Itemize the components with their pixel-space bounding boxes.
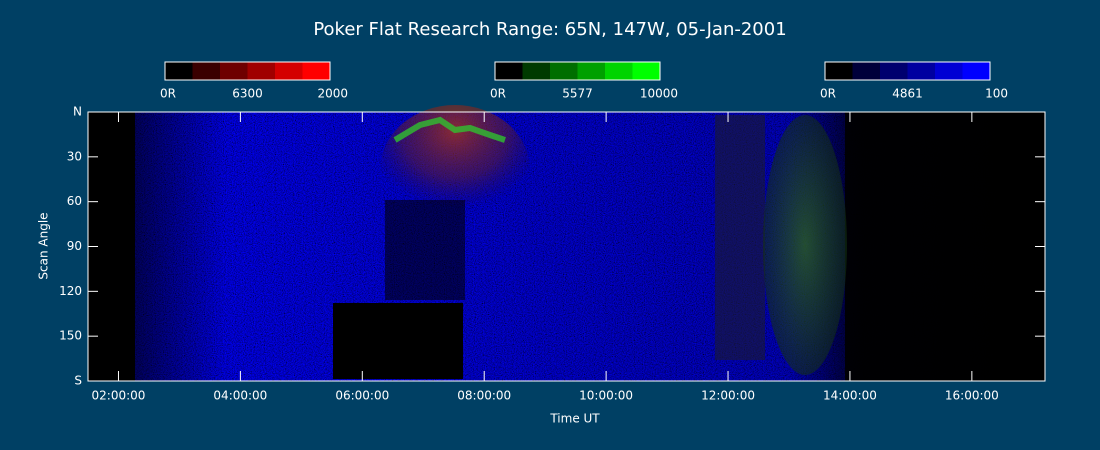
- colorbar-frame: [824, 61, 991, 81]
- colorbar-segment: [275, 62, 303, 80]
- colorbar-segment: [550, 62, 578, 80]
- colorbar-segment: [577, 62, 605, 80]
- colorbar-frame: [494, 61, 661, 81]
- y-tick-label: 150: [59, 329, 82, 343]
- colorbar-segment: [852, 62, 880, 80]
- y-axis-label: Scan Angle: [37, 212, 51, 279]
- y-tick-label: 120: [59, 284, 82, 298]
- y-tick-label: 90: [67, 239, 82, 253]
- x-tick-label: 12:00:00: [701, 389, 755, 403]
- x-tick-label: 16:00:00: [945, 389, 999, 403]
- colorbar-min-label: 0R: [160, 87, 176, 101]
- colorbar-line-label: 5577: [562, 87, 593, 101]
- colorbar-segment: [632, 62, 660, 80]
- x-axis-label: Time UT: [549, 412, 600, 426]
- colorbar-segment: [522, 62, 550, 80]
- x-tick-label: 04:00:00: [213, 389, 267, 403]
- colorbar-max-label: 10000: [640, 87, 678, 101]
- y-tick-label: 60: [67, 194, 82, 208]
- chart-title: Poker Flat Research Range: 65N, 147W, 05…: [313, 19, 786, 40]
- keogram-image: [88, 105, 1045, 381]
- colorbar-max-label: 2000: [317, 87, 348, 101]
- colorbar-segment: [192, 62, 220, 80]
- colorbar-line-label: 4861: [892, 87, 923, 101]
- colorbar-max-label: 100: [985, 87, 1008, 101]
- colorbar-min-label: 0R: [820, 87, 836, 101]
- colorbar-segment: [165, 62, 193, 80]
- colorbar-line-label: 6300: [232, 87, 263, 101]
- colorbar-segment: [907, 62, 935, 80]
- colorbar-segment: [935, 62, 963, 80]
- y-tick-label: 30: [67, 149, 82, 163]
- y-tick-label: S: [74, 374, 82, 388]
- x-tick-label: 10:00:00: [579, 389, 633, 403]
- x-tick-label: 08:00:00: [457, 389, 511, 403]
- y-tick-label: N: [73, 105, 82, 119]
- colorbar-segment: [962, 62, 990, 80]
- x-tick-label: 02:00:00: [92, 389, 146, 403]
- colorbar-segment: [247, 62, 275, 80]
- colorbar-segment: [880, 62, 908, 80]
- x-tick-label: 14:00:00: [823, 389, 877, 403]
- colorbar-frame: [164, 61, 331, 81]
- colorbar-segment: [605, 62, 633, 80]
- x-tick-label: 06:00:00: [335, 389, 389, 403]
- colorbar-segment: [495, 62, 523, 80]
- colorbar-segment: [220, 62, 248, 80]
- colorbar-min-label: 0R: [490, 87, 506, 101]
- colorbar-segment: [825, 62, 853, 80]
- colorbar-segment: [302, 62, 330, 80]
